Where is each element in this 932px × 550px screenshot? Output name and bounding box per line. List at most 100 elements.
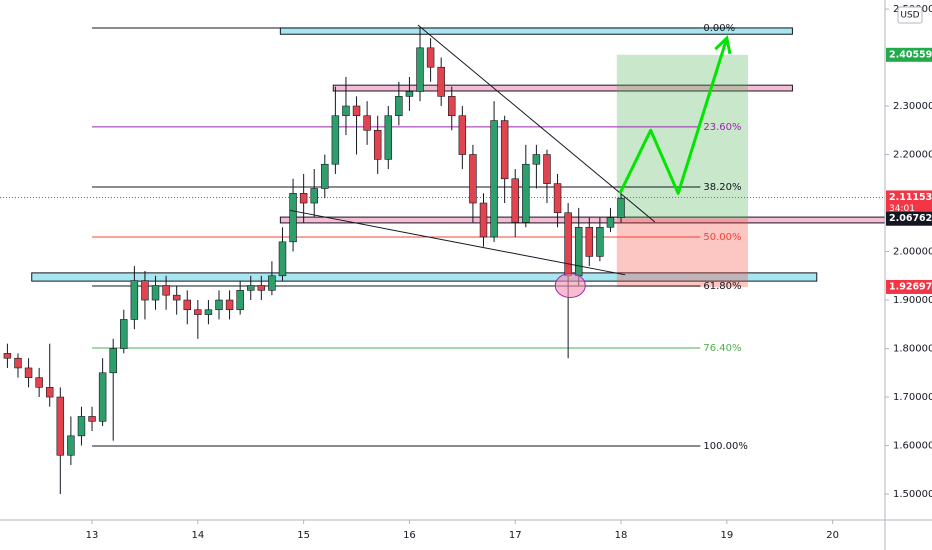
candle-body [564,212,572,277]
candle-body [194,309,202,315]
candle-body [458,115,467,155]
zone [279,216,886,224]
candle-body [35,377,43,388]
zone [31,272,818,282]
trendline [417,24,656,223]
candle-body [321,163,329,189]
highlight-circle [554,272,586,298]
candle-body [479,202,488,238]
x-tick-label: 13 [86,530,99,541]
candle-body [247,285,255,291]
fib-label: 61.80% [703,281,741,292]
x-tick-label: 18 [615,530,628,541]
candle-body [162,285,170,296]
price-tag-label: 2.111537 [889,192,932,203]
price-tag [886,190,932,215]
candle-body [448,96,456,117]
candle-body [299,193,308,204]
countdown: 34:01 [889,204,915,214]
candle-body [141,280,149,301]
candle-body [310,188,318,204]
candle-body [522,163,530,223]
y-tick-label: 1.900000 [893,295,932,306]
candle-body [532,154,541,165]
y-tick-label: 2.300000 [893,101,932,112]
price-tag [886,47,932,62]
candle-body [606,217,615,228]
candle-body [342,105,350,117]
candle-body [553,183,562,214]
candle-body [77,416,86,437]
x-tick-label: 16 [403,530,416,541]
candle-body [384,115,393,160]
time-axis [0,520,932,550]
candle-body [215,299,223,311]
candle-body [395,96,403,117]
y-tick-label: 2.200000 [893,150,932,161]
candle-body [574,226,583,277]
candle-body [257,285,266,291]
candle-body [172,294,181,301]
arrow-head [714,35,732,55]
candle-body [151,285,160,301]
candle-body [130,280,139,320]
candle-body [585,226,594,257]
candle-body [183,299,192,311]
fib-label: 100.00% [703,441,748,452]
trendline [289,209,626,276]
candle-body [268,275,276,291]
y-tick-label: 2.000000 [893,247,932,258]
loss-zone [616,218,748,287]
candle-body [14,357,22,369]
candle-body [500,120,509,180]
price-tag [886,211,932,226]
candle-body [289,193,297,243]
candle-body [67,435,75,456]
x-tick-label: 17 [509,530,522,541]
candle-body [416,47,424,92]
currency: USD [900,11,919,21]
candle-body [45,387,54,398]
candle-body [596,226,604,257]
price-axis [885,0,932,550]
candle-body [3,353,12,359]
candle-body [331,115,340,165]
currency-box [897,6,923,24]
candle-body [363,115,371,131]
candle-body [469,154,477,204]
candle-body [437,66,445,97]
fib-label: 23.60% [703,122,741,133]
candle-body [511,178,519,223]
fib-label: 76.40% [703,343,741,354]
projection-arrow [618,37,729,195]
zone [332,84,793,92]
candle-body [617,197,625,218]
price-tag-label: 2.405591 [889,49,932,60]
candle-body [56,396,65,456]
fib-label: 50.00% [703,232,741,243]
candle-body [543,154,551,184]
y-tick-label: 1.600000 [893,441,932,452]
candle-body [426,47,435,68]
price-tag [886,279,932,294]
x-tick-label: 15 [297,530,310,541]
candle-body [109,348,117,374]
candle-body [405,91,414,97]
candle-body [236,290,244,311]
candle-body [225,299,234,311]
candle-body [373,129,382,160]
candle-body [98,372,107,422]
candle-body [352,105,361,117]
x-tick-label: 19 [720,530,733,541]
fib-label: 0.00% [703,23,735,34]
candle-body [490,120,498,238]
candle-body [278,241,287,277]
y-tick-label: 1.800000 [893,344,932,355]
candle-body [24,367,33,378]
price-tag-label: 1.926975 [889,281,932,292]
candle-body [204,309,213,315]
y-tick-label: 1.700000 [893,392,932,403]
profit-zone [616,54,748,219]
candle-body [120,319,128,349]
